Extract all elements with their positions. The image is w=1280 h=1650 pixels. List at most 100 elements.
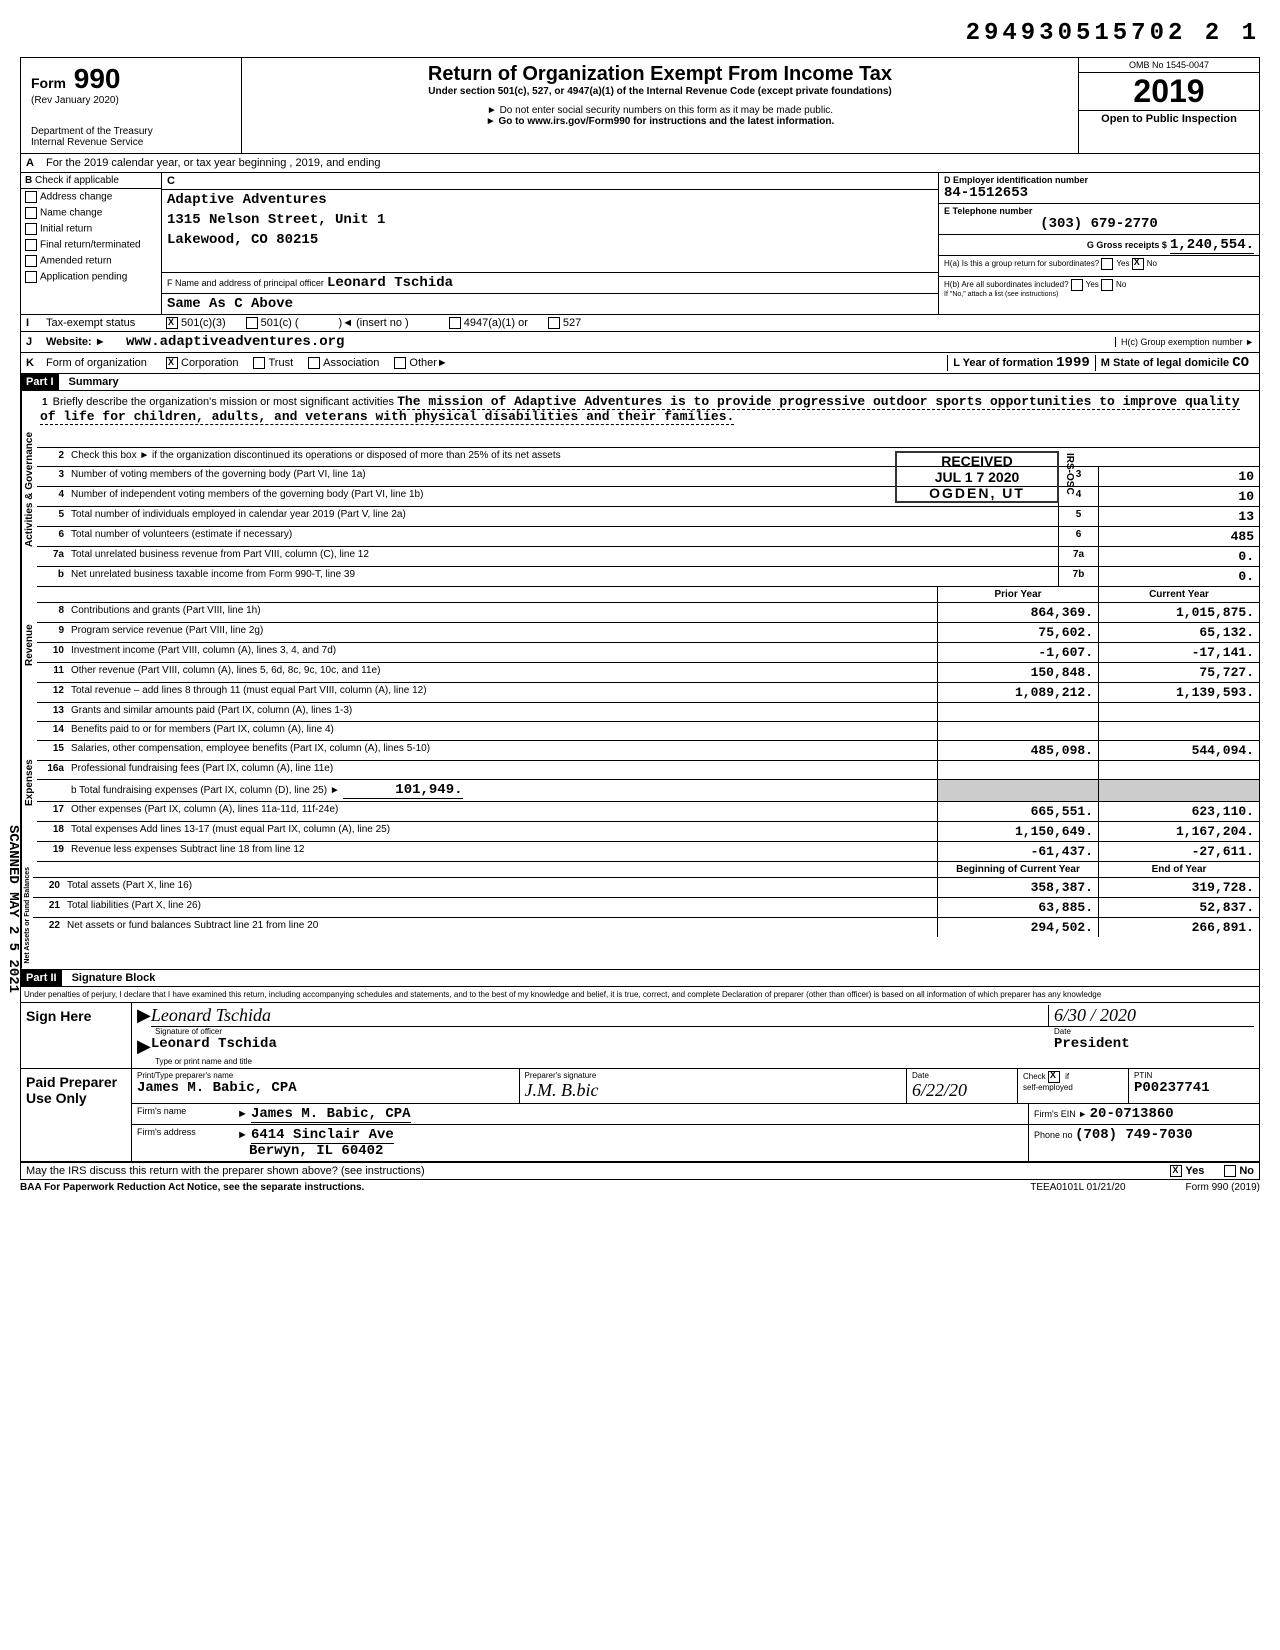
perjury-text: Under penalties of perjury, I declare th… (20, 987, 1260, 1003)
table-row: 14Benefits paid to or for members (Part … (37, 722, 1259, 741)
g-val: 1,240,554. (1170, 237, 1254, 254)
hb-yes[interactable] (1071, 279, 1083, 291)
g-label: G Gross receipts $ (1087, 240, 1167, 250)
hc-label: H(c) Group exemption number ► (1115, 337, 1254, 347)
sidebar-governance: Activities & Governance (21, 391, 37, 587)
officer-addr: Same As C Above (162, 294, 938, 314)
table-row: 6Total number of volunteers (estimate if… (37, 527, 1259, 547)
line2-desc: Check this box ► if the organization dis… (66, 448, 1259, 466)
prep-date: 6/22/20 (912, 1080, 1012, 1101)
col-begin: Beginning of Current Year (937, 862, 1098, 877)
sig-date-val: 6/30 / 2020 (1054, 1005, 1136, 1025)
check-address[interactable] (25, 191, 37, 203)
sign-here: Sign Here (26, 1008, 126, 1024)
d-label: D Employer identification number (944, 175, 1254, 185)
sig-officer-label: Signature of officer (155, 1027, 1049, 1036)
prep-signature: J.M. B.bic (525, 1080, 902, 1101)
col-end: End of Year (1098, 862, 1259, 877)
table-row: 19Revenue less expenses Subtract line 18… (37, 842, 1259, 862)
form-title: Return of Organization Exempt From Incom… (247, 63, 1073, 86)
website: www.adaptiveadventures.org (126, 334, 344, 350)
sig-date-label: Date (1049, 1027, 1254, 1036)
table-row: 5Total number of individuals employed in… (37, 507, 1259, 527)
check-amended[interactable] (25, 255, 37, 267)
firm-ein: 20-0713860 (1090, 1106, 1174, 1122)
part1-header: Part I (21, 374, 59, 390)
check-other[interactable] (394, 357, 406, 369)
type-print-label: Type or print name and title (137, 1057, 1254, 1066)
table-row: 7aTotal unrelated business revenue from … (37, 547, 1259, 567)
check-pending[interactable] (25, 271, 37, 283)
hb-note: If "No," attach a list (see instructions… (944, 291, 1254, 298)
teea-code: TEEA0101L 01/21/20 (1030, 1182, 1125, 1193)
table-row: 11Other revenue (Part VIII, column (A), … (37, 663, 1259, 683)
table-row: 10Investment income (Part VIII, column (… (37, 643, 1259, 663)
scanned-stamp: SCANNED MAY 2 5 2021 (5, 825, 21, 993)
line16b-val: 101,949. (343, 782, 463, 799)
part2-title: Signature Block (62, 972, 156, 984)
row-i-label: Tax-exempt status (46, 317, 166, 329)
hb-no[interactable] (1101, 279, 1113, 291)
dept2: Internal Revenue Service (31, 137, 231, 148)
officer-name: Leonard Tschida (327, 275, 453, 291)
check-self-emp[interactable] (1048, 1071, 1060, 1083)
officer-signature: Leonard Tschida (151, 1005, 271, 1025)
org-addr2: Lakewood, CO 80215 (162, 230, 938, 273)
table-row: 16aProfessional fundraising fees (Part I… (37, 761, 1259, 780)
prep-sig-label: Preparer's signature (525, 1071, 902, 1080)
table-row: 12Total revenue – add lines 8 through 11… (37, 683, 1259, 703)
form-subtitle: Under section 501(c), 527, or 4947(a)(1)… (247, 86, 1073, 97)
e-label: E Telephone number (944, 206, 1254, 216)
inst1: ► Do not enter social security numbers o… (247, 105, 1073, 116)
check-527[interactable] (548, 317, 560, 329)
firm-addr1: 6414 Sinclair Ave (251, 1127, 394, 1144)
firm-phone: (708) 749-7030 (1075, 1127, 1193, 1143)
table-row: 18Total expenses Add lines 13-17 (must e… (37, 822, 1259, 842)
discuss-yes[interactable] (1170, 1165, 1182, 1177)
check-corp[interactable] (166, 357, 178, 369)
col-current: Current Year (1098, 587, 1259, 602)
discuss-no[interactable] (1224, 1165, 1236, 1177)
rev-date: (Rev January 2020) (31, 95, 231, 106)
table-row: 8Contributions and grants (Part VIII, li… (37, 603, 1259, 623)
table-row: 21Total liabilities (Part X, line 26)63,… (33, 898, 1259, 918)
officer-title: President (1054, 1036, 1254, 1057)
dept1: Department of the Treasury (31, 126, 231, 137)
ha-label: H(a) Is this a group return for subordin… (944, 259, 1099, 268)
part1-title: Summary (59, 376, 119, 388)
check-501c[interactable] (246, 317, 258, 329)
document-number: 294930515702 2 1 (20, 20, 1260, 47)
col-prior: Prior Year (937, 587, 1098, 602)
year-formation: 1999 (1056, 355, 1090, 371)
form-footer: Form 990 (2019) (1186, 1182, 1260, 1193)
ptin-label: PTIN (1134, 1071, 1254, 1080)
prep-name: James M. Babic, CPA (137, 1080, 514, 1096)
check-501c3[interactable] (166, 317, 178, 329)
d-val: 84-1512653 (944, 185, 1254, 201)
check-assoc[interactable] (308, 357, 320, 369)
hb-label: H(b) Are all subordinates included? (944, 280, 1069, 289)
form-number: 990 (74, 63, 121, 94)
inst2: ► Go to www.irs.gov/Form990 for instruct… (247, 116, 1073, 127)
firm-name: James M. Babic, CPA (251, 1106, 411, 1123)
part2-header: Part II (21, 970, 62, 986)
line16b-desc: b Total fundraising expenses (Part IX, c… (71, 785, 340, 796)
ha-no[interactable] (1132, 258, 1144, 270)
ha-yes[interactable] (1101, 258, 1113, 270)
tax-year: 2019 (1079, 73, 1259, 111)
org-name: Adaptive Adventures (162, 190, 938, 210)
check-final[interactable] (25, 239, 37, 251)
label-a: A (26, 157, 46, 169)
check-4947[interactable] (449, 317, 461, 329)
e-val: (303) 679-2770 (944, 216, 1254, 232)
check-name[interactable] (25, 207, 37, 219)
table-row: 15Salaries, other compensation, employee… (37, 741, 1259, 761)
prep-name-label: Print/Type preparer's name (137, 1071, 514, 1080)
omb-number: OMB No 1545-0047 (1079, 58, 1259, 73)
firm-name-label: Firm's name (132, 1104, 232, 1124)
check-trust[interactable] (253, 357, 265, 369)
table-row: 20Total assets (Part X, line 16)358,387.… (33, 878, 1259, 898)
row-k-label: Form of organization (46, 357, 166, 369)
table-row: 3Number of voting members of the governi… (37, 467, 1259, 487)
check-initial[interactable] (25, 223, 37, 235)
